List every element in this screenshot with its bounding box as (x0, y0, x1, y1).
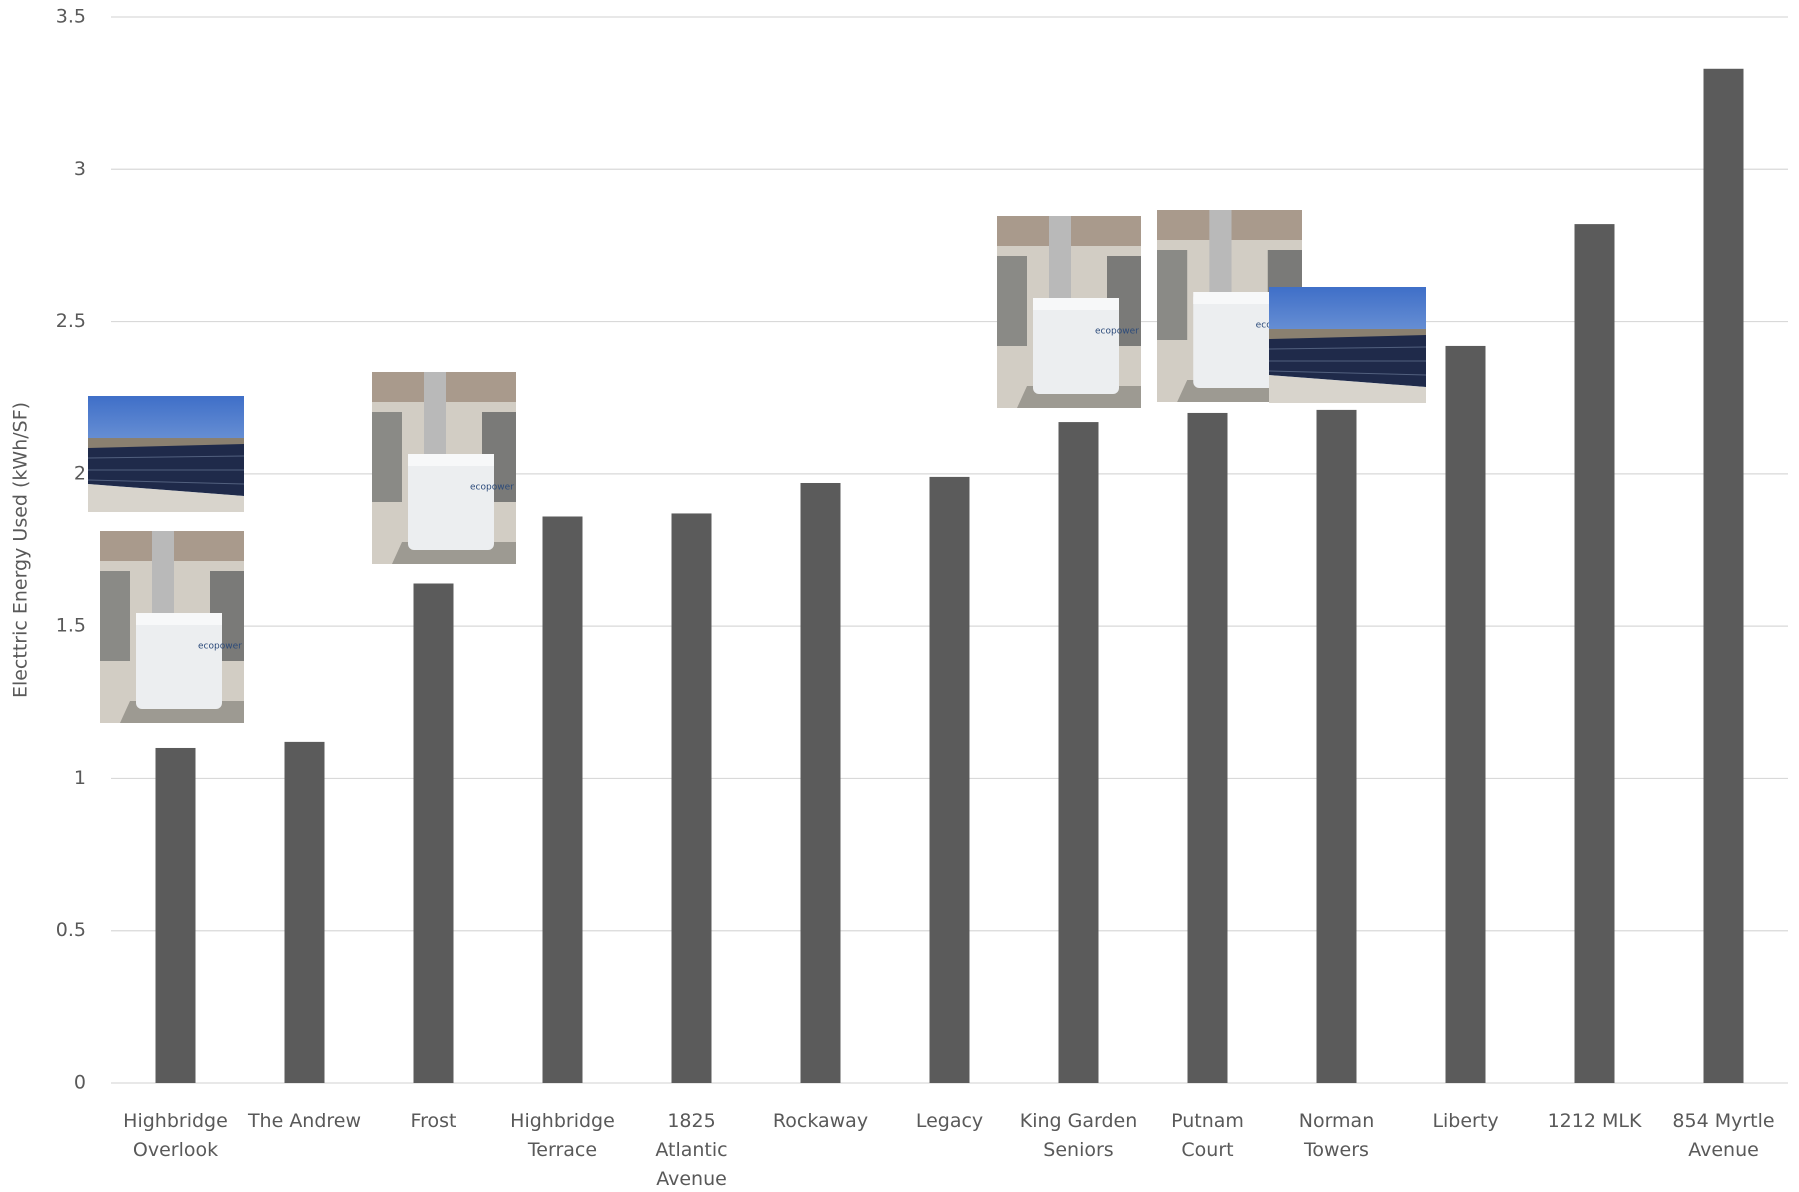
bar (1187, 412, 1228, 1083)
x-tick-label: 1212 MLK (1547, 1110, 1642, 1132)
bar (155, 747, 196, 1083)
x-tick-label: Putnam Court (1171, 1110, 1244, 1161)
photo (997, 216, 1141, 408)
y-tick-label: 0.5 (56, 919, 86, 941)
x-tick-label: 1825 Atlantic Avenue (655, 1110, 728, 1190)
y-axis-label: Electtric Energy Used (kWh/SF) (10, 402, 32, 698)
y-tick-label: 2.5 (56, 310, 86, 332)
x-tick-label: The Andrew (247, 1110, 362, 1132)
x-tick-label: 854 Myrtle Avenue (1672, 1110, 1775, 1161)
bar (800, 482, 841, 1084)
bar (929, 476, 970, 1084)
x-tick-label: King Garden Seniors (1019, 1110, 1138, 1161)
y-tick-label: 3.5 (56, 6, 86, 28)
x-tick-label: Frost (410, 1110, 457, 1132)
x-tick-label: Legacy (915, 1110, 984, 1132)
bar (1445, 345, 1486, 1083)
photo (372, 372, 516, 564)
y-tick-label: 0 (74, 1072, 86, 1094)
y-tick-label: 3 (74, 158, 86, 180)
bar (284, 741, 325, 1083)
bar (1574, 224, 1615, 1083)
y-tick-label: 1.5 (56, 615, 86, 637)
x-tick-label: Liberty (1432, 1110, 1499, 1132)
bar (413, 583, 454, 1083)
bar (1703, 68, 1744, 1083)
y-tick-label: 2 (74, 462, 86, 484)
x-tick-label: Highbridge Overlook (123, 1110, 228, 1161)
bar (1316, 409, 1357, 1083)
photo (88, 396, 244, 512)
bar (1058, 422, 1099, 1084)
bar (671, 513, 712, 1083)
bar (542, 516, 583, 1083)
photo (100, 531, 244, 723)
x-tick-label: Norman Towers (1298, 1110, 1375, 1161)
x-tick-label: Highbridge Terrace (510, 1110, 615, 1161)
x-tick-label: Rockaway (772, 1110, 869, 1132)
photo (1269, 287, 1426, 403)
y-tick-label: 1 (74, 767, 86, 789)
